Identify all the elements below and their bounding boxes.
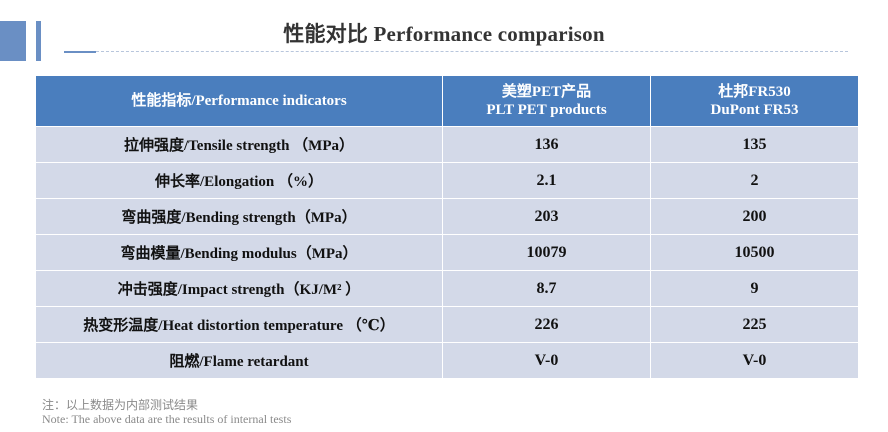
performance-table: 性能指标/Performance indicators 美塑PET产品 PLT … xyxy=(35,75,859,379)
title-underline-accent xyxy=(64,51,96,53)
dupont-value-cell: V-0 xyxy=(650,342,859,379)
header-dupont-line1: 杜邦FR530 xyxy=(718,84,791,100)
indicator-cell: 拉伸强度/Tensile strength （MPa） xyxy=(35,126,443,163)
dupont-value-cell: 9 xyxy=(650,270,859,307)
header-dupont: 杜邦FR530 DuPont FR53 xyxy=(650,75,859,127)
plt-value-cell: 10079 xyxy=(442,234,651,271)
plt-value-cell: 2.1 xyxy=(442,162,651,199)
header-plt-line2: PLT PET products xyxy=(486,102,607,118)
header-indicators: 性能指标/Performance indicators xyxy=(35,75,443,127)
header-plt-products: 美塑PET产品 PLT PET products xyxy=(442,75,651,127)
accent-bar xyxy=(36,21,41,61)
dupont-value-cell: 2 xyxy=(650,162,859,199)
indicator-cell: 阻燃/Flame retardant xyxy=(35,342,443,379)
indicator-cell: 冲击强度/Impact strength（KJ/M² ） xyxy=(35,270,443,307)
dupont-value-cell: 200 xyxy=(650,198,859,235)
indicator-cell: 伸长率/Elongation （%） xyxy=(35,162,443,199)
table-row: 弯曲模量/Bending modulus（MPa） 10079 10500 xyxy=(35,234,859,271)
table-row: 热变形温度/Heat distortion temperature （℃） 22… xyxy=(35,306,859,343)
header-indicators-label: 性能指标/Performance indicators xyxy=(131,93,347,109)
table-header-row: 性能指标/Performance indicators 美塑PET产品 PLT … xyxy=(35,75,859,127)
plt-value-cell: 136 xyxy=(442,126,651,163)
dupont-value-cell: 10500 xyxy=(650,234,859,271)
header-dupont-line2: DuPont FR53 xyxy=(710,102,799,118)
indicator-cell: 弯曲模量/Bending modulus（MPa） xyxy=(35,234,443,271)
plt-value-cell: V-0 xyxy=(442,342,651,379)
table-row: 冲击强度/Impact strength（KJ/M² ） 8.7 9 xyxy=(35,270,859,307)
title-underline-dashed xyxy=(96,51,848,52)
table-row: 阻燃/Flame retardant V-0 V-0 xyxy=(35,342,859,379)
table-row: 伸长率/Elongation （%） 2.1 2 xyxy=(35,162,859,199)
plt-value-cell: 226 xyxy=(442,306,651,343)
footnote-english: Note: The above data are the results of … xyxy=(42,412,292,426)
indicator-cell: 热变形温度/Heat distortion temperature （℃） xyxy=(35,306,443,343)
page-title: 性能对比 Performance comparison xyxy=(283,22,605,46)
plt-value-cell: 8.7 xyxy=(442,270,651,307)
dupont-value-cell: 225 xyxy=(650,306,859,343)
accent-block xyxy=(0,21,26,61)
dupont-value-cell: 135 xyxy=(650,126,859,163)
footnote-chinese: 注：以上数据为内部测试结果 xyxy=(42,398,199,412)
table-row: 拉伸强度/Tensile strength （MPa） 136 135 xyxy=(35,126,859,163)
header-plt-line1: 美塑PET产品 xyxy=(501,84,592,100)
table-row: 弯曲强度/Bending strength（MPa） 203 200 xyxy=(35,198,859,235)
plt-value-cell: 203 xyxy=(442,198,651,235)
indicator-cell: 弯曲强度/Bending strength（MPa） xyxy=(35,198,443,235)
